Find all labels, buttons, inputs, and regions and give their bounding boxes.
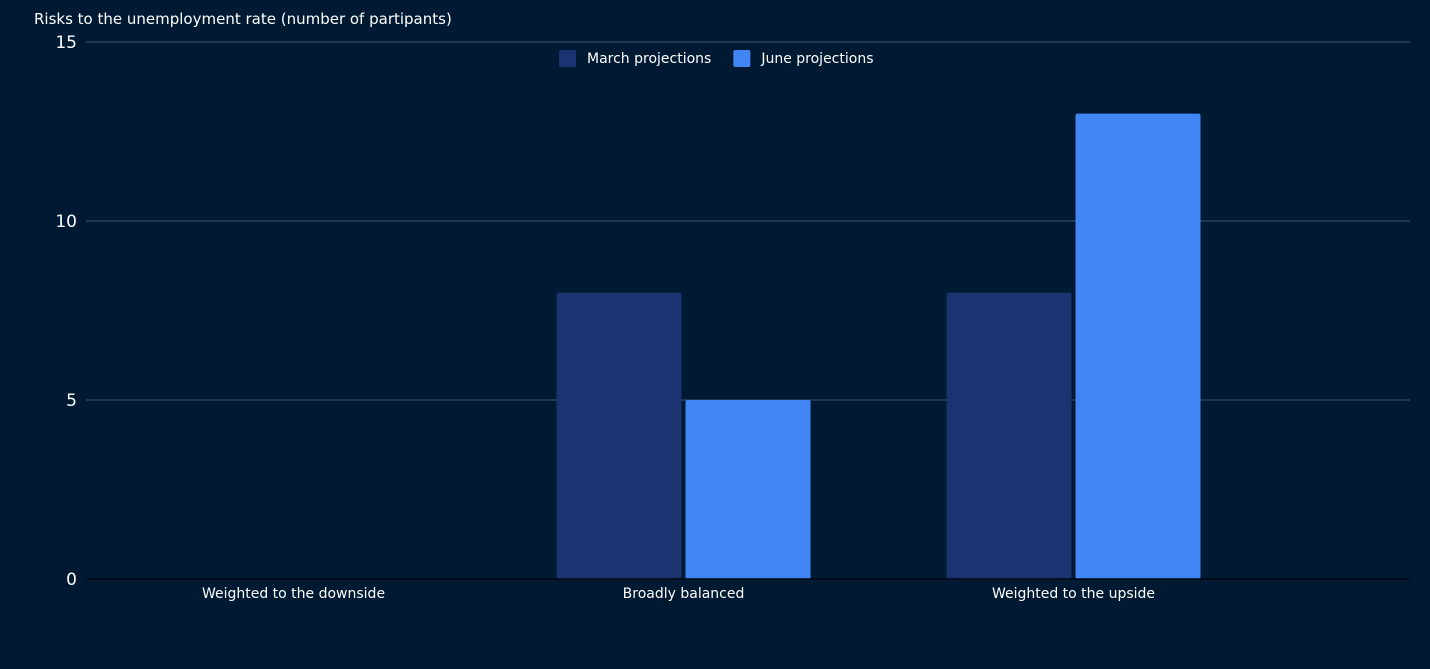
bar-march-projections-broadly-balanced xyxy=(556,292,682,579)
gridlines xyxy=(86,41,1410,401)
legend-swatch xyxy=(733,50,751,67)
legend-item-march-projections: March projections xyxy=(559,50,711,67)
x-tick-label: Broadly balanced xyxy=(623,586,745,602)
bars xyxy=(556,113,1201,579)
y-tick-label: 0 xyxy=(66,570,77,590)
bar-june-projections-weighted-to-the-upside xyxy=(1075,113,1201,579)
y-tick-label: 15 xyxy=(55,33,77,53)
x-tick-label: Weighted to the upside xyxy=(992,586,1155,602)
x-tick-label: Weighted to the downside xyxy=(202,586,385,602)
y-axis-ticks: 0 5 10 15 xyxy=(55,33,77,590)
legend-label: June projections xyxy=(760,51,873,67)
chart-title: Risks to the unemployment rate (number o… xyxy=(34,10,452,28)
y-tick-label: 5 xyxy=(66,391,77,411)
x-axis-ticks: Weighted to the downside Broadly balanced… xyxy=(202,586,1155,602)
legend: March projections June projections xyxy=(559,50,874,67)
bar-june-projections-broadly-balanced xyxy=(685,400,811,579)
legend-swatch xyxy=(559,50,576,67)
legend-item-june-projections: June projections xyxy=(733,50,874,67)
bar-march-projections-weighted-to-the-upside xyxy=(946,292,1072,579)
legend-label: March projections xyxy=(587,51,711,67)
y-tick-label: 10 xyxy=(55,212,77,232)
